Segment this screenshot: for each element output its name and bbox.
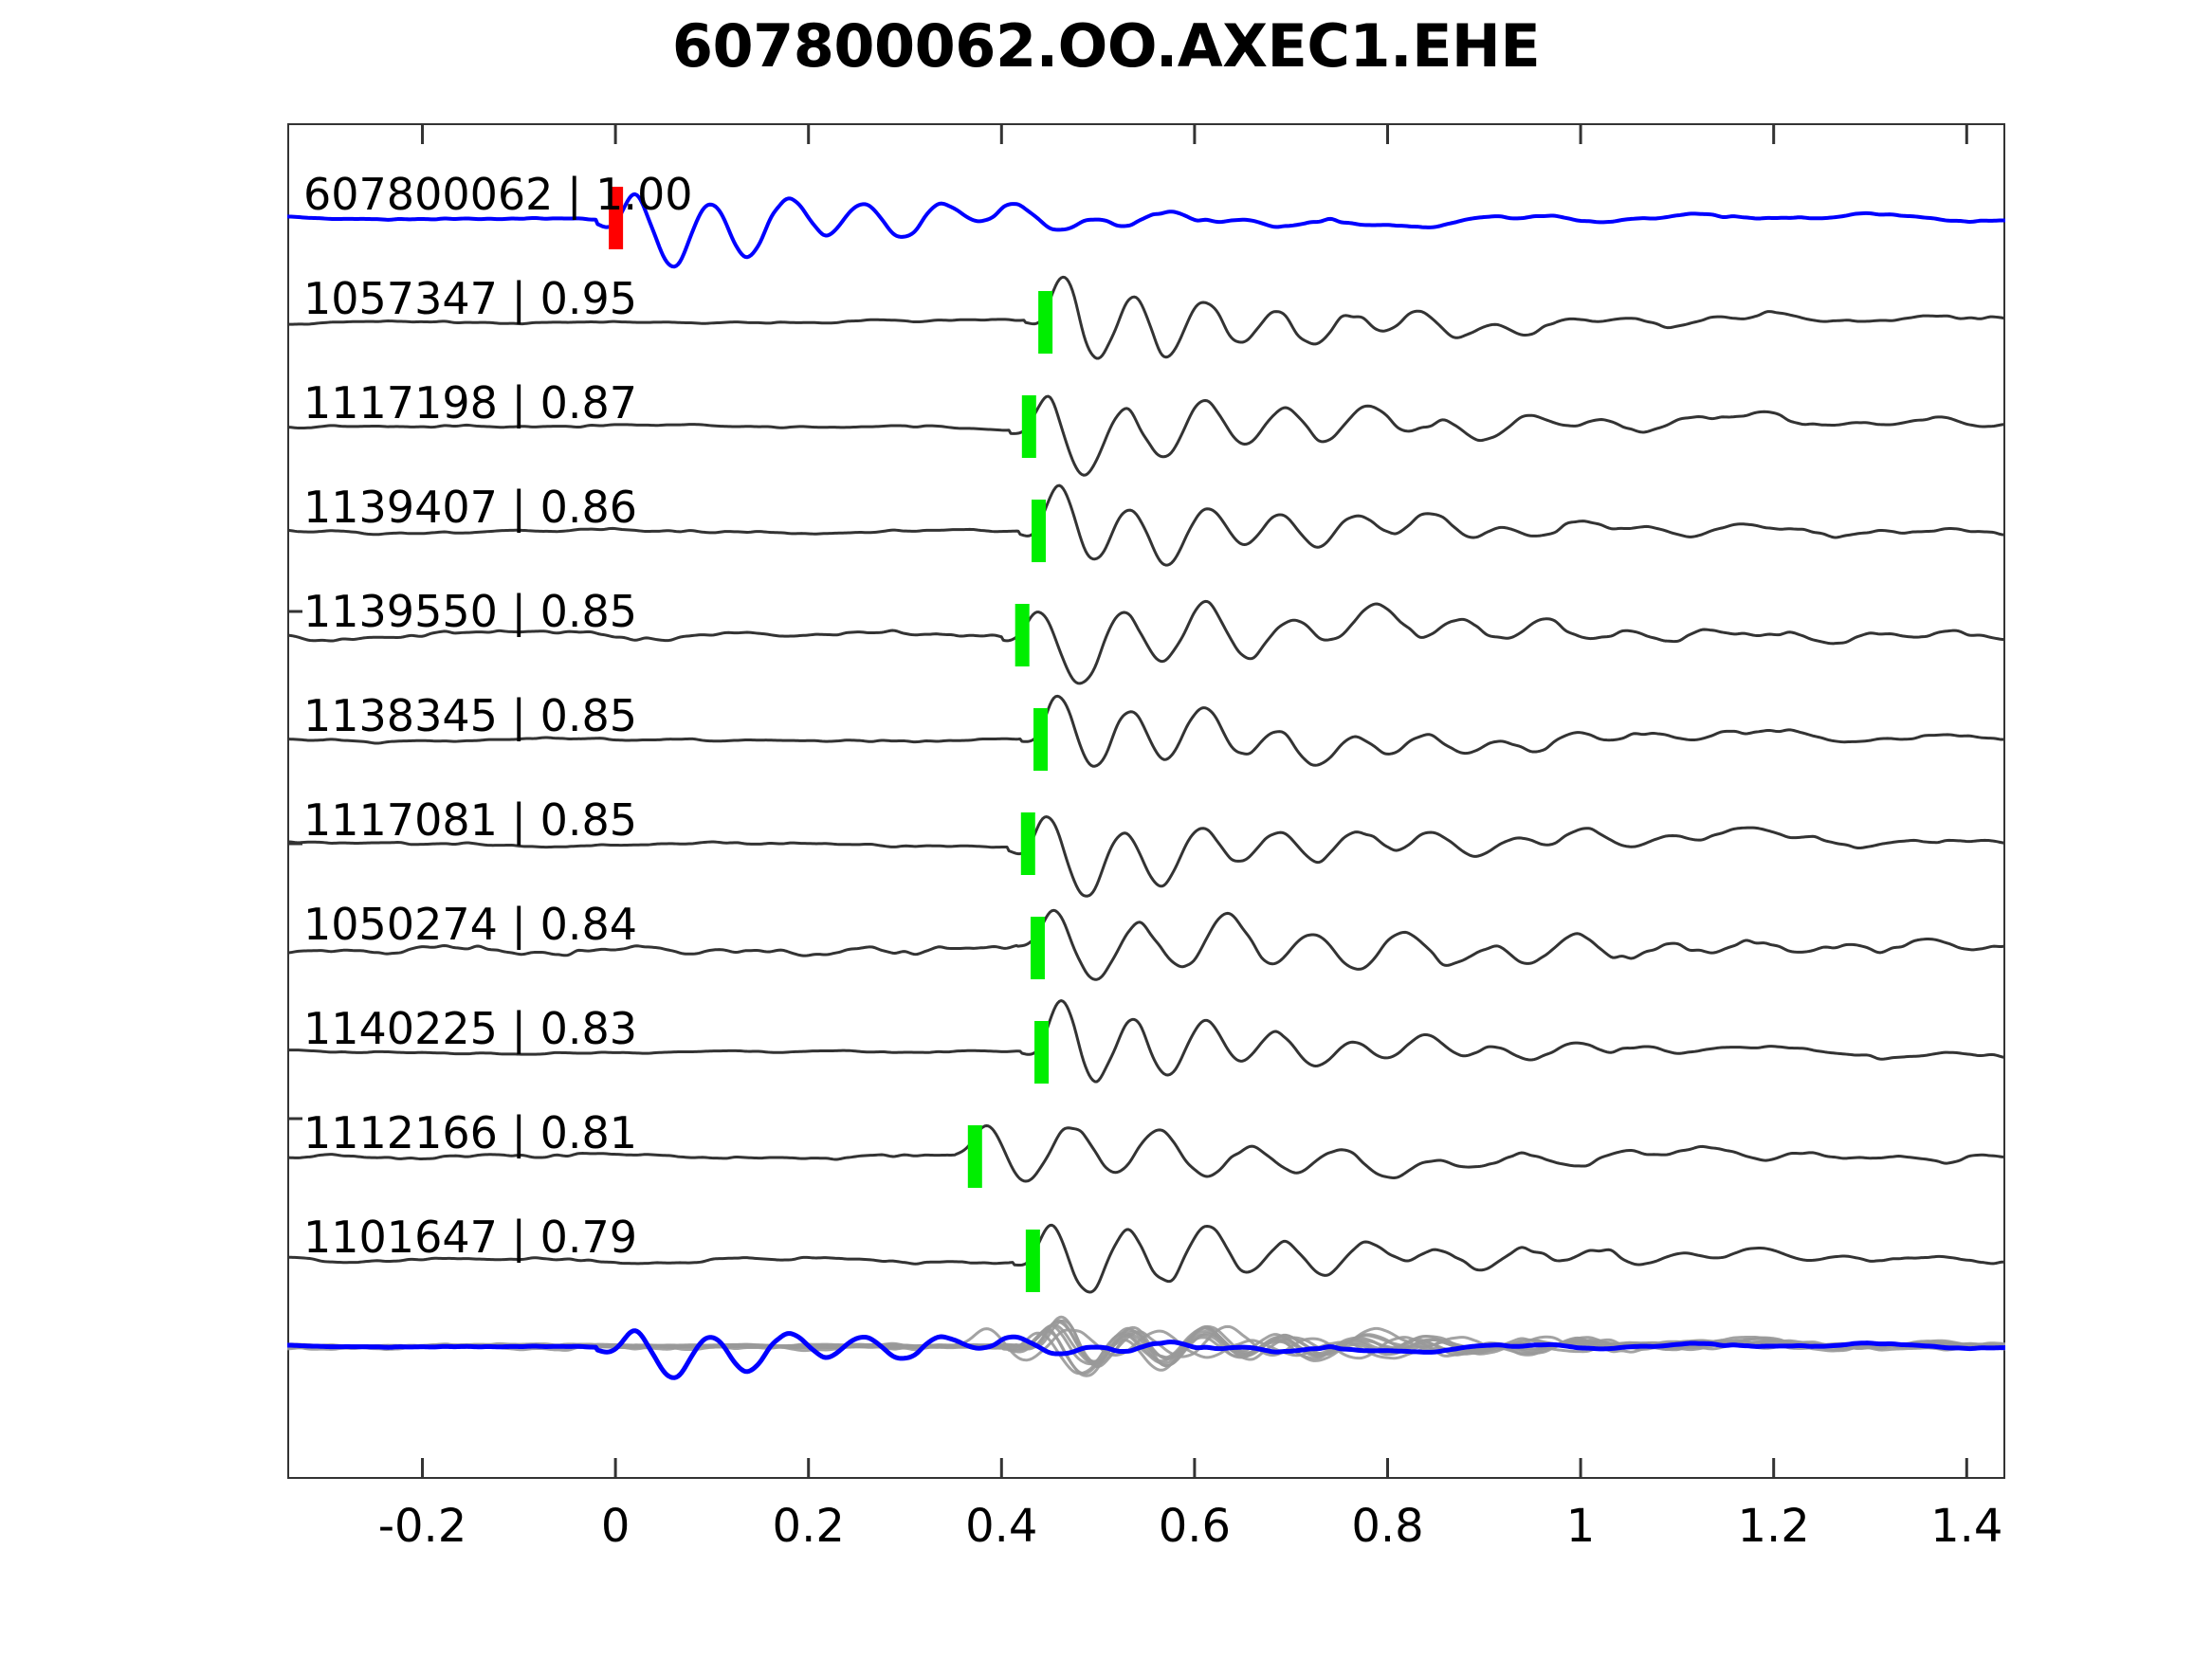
x-tick-label: 0: [600, 1500, 631, 1553]
detection-waveform: [287, 999, 2005, 1084]
detection-pick-marker[interactable]: [1020, 812, 1035, 875]
detection-pick-marker[interactable]: [1034, 1021, 1050, 1084]
detection-pick-marker[interactable]: [1025, 1230, 1040, 1292]
plot-frame: [287, 123, 2005, 1479]
trace-label-607800062: 607800062 | 1.00: [303, 169, 693, 220]
template-pick-marker[interactable]: [609, 187, 624, 249]
x-tick-label: 0.8: [1351, 1500, 1424, 1553]
page-title: 607800062.OO.AXEC1.EHE: [671, 11, 1541, 81]
detection-pick-marker[interactable]: [1030, 917, 1045, 979]
x-tick-label: 0.2: [772, 1500, 845, 1553]
trace-label-1138345: 1138345 | 0.85: [303, 690, 638, 741]
detection-waveform: [287, 394, 2005, 477]
waveform-plot: [287, 123, 2005, 1479]
detection-pick-marker[interactable]: [1031, 500, 1046, 562]
trace-row-607800062[interactable]: [287, 187, 2005, 269]
trace-row-1117198[interactable]: [287, 394, 2005, 477]
stack-template-trace: [287, 1328, 2005, 1380]
trace-label-1117198: 1117198 | 0.87: [303, 377, 638, 428]
trace-row-1050274[interactable]: [287, 908, 2005, 981]
trace-row-1101647[interactable]: [287, 1223, 2005, 1294]
trace-row-1140225[interactable]: [287, 999, 2005, 1084]
trace-label-1050274: 1050274 | 0.84: [303, 899, 638, 950]
plot-area[interactable]: [287, 123, 2005, 1479]
trace-row-1057347[interactable]: [287, 275, 2005, 360]
x-tick-label: 0.4: [965, 1500, 1038, 1553]
trace-label-1139407: 1139407 | 0.86: [303, 482, 638, 533]
stack-overlay-panel: [287, 1315, 2005, 1380]
detection-waveform: [287, 1123, 2005, 1183]
trace-label-1117081: 1117081 | 0.85: [303, 794, 638, 846]
trace-row-1139550[interactable]: [287, 599, 2005, 685]
trace-label-1057347: 1057347 | 0.95: [303, 273, 638, 324]
x-tick-label: -0.2: [377, 1500, 467, 1553]
trace-label-1140225: 1140225 | 0.83: [303, 1003, 638, 1054]
detection-pick-marker[interactable]: [1021, 395, 1036, 458]
detection-waveform: [287, 599, 2005, 685]
detection-waveform: [287, 1223, 2005, 1294]
detection-pick-marker[interactable]: [967, 1125, 982, 1188]
detection-pick-marker[interactable]: [1038, 291, 1053, 354]
detection-waveform: [287, 483, 2005, 567]
detection-waveform: [287, 908, 2005, 981]
x-tick-label: 1.4: [1930, 1500, 2003, 1553]
x-tick-label: 1.2: [1737, 1500, 1810, 1553]
detection-waveform: [287, 275, 2005, 360]
trace-label-1112166: 1112166 | 0.81: [303, 1107, 638, 1158]
trace-label-1101647: 1101647 | 0.79: [303, 1212, 638, 1263]
trace-row-1139407[interactable]: [287, 483, 2005, 567]
detection-waveform: [287, 815, 2005, 898]
detection-waveform: [287, 694, 2005, 768]
trace-row-1138345[interactable]: [287, 694, 2005, 771]
detection-pick-marker[interactable]: [1033, 708, 1049, 771]
trace-label-1139550: 1139550 | 0.85: [303, 586, 638, 637]
x-tick-label: 1: [1565, 1500, 1596, 1553]
detection-pick-marker[interactable]: [1015, 604, 1030, 666]
trace-row-1112166[interactable]: [287, 1123, 2005, 1188]
trace-row-1117081[interactable]: [287, 812, 2005, 898]
template-waveform: [287, 191, 2005, 269]
x-tick-label: 0.6: [1158, 1500, 1232, 1553]
